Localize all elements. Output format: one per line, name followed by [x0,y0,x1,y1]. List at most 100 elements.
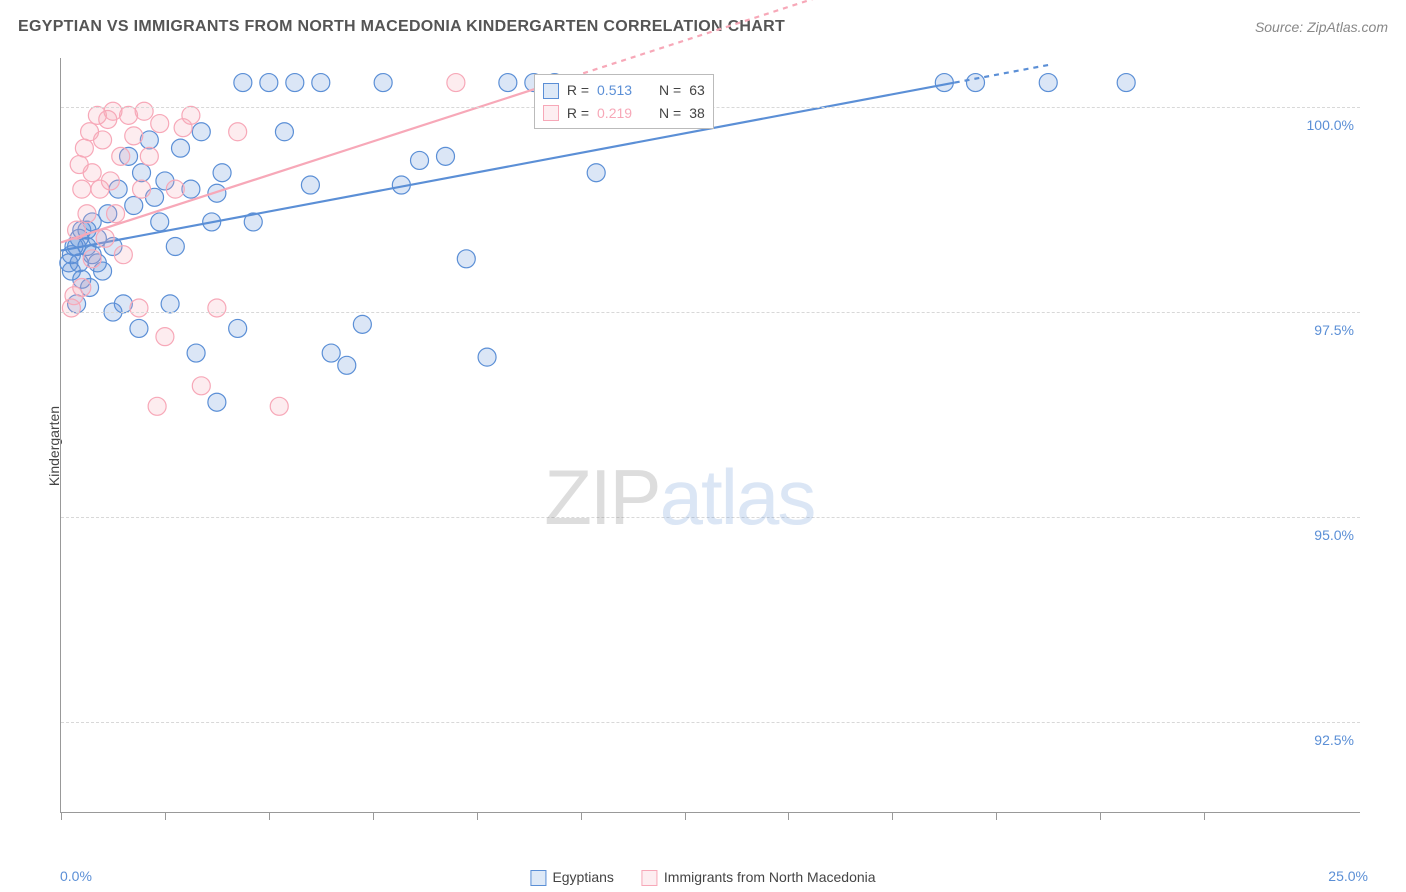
data-point-north_macedonia [96,229,114,247]
chart-header: EGYPTIAN VS IMMIGRANTS FROM NORTH MACEDO… [18,18,1388,36]
x-tick [581,812,582,820]
x-tick [1100,812,1101,820]
data-point-egyptians [966,74,984,92]
data-point-north_macedonia [83,250,101,268]
correlation-row-north_macedonia: R =0.219N =38 [543,102,705,124]
data-point-egyptians [338,356,356,374]
data-point-egyptians [587,164,605,182]
y-tick-label: 97.5% [1314,322,1354,338]
data-point-north_macedonia [182,106,200,124]
n-value: 63 [689,79,705,101]
data-point-egyptians [286,74,304,92]
data-point-north_macedonia [107,205,125,223]
data-point-north_macedonia [166,180,184,198]
data-point-north_macedonia [135,102,153,120]
y-tick-label: 100.0% [1307,117,1354,133]
data-point-egyptians [353,315,371,333]
trend-dash-egyptians [955,65,1049,83]
data-point-north_macedonia [140,147,158,165]
x-axis-max-label: 25.0% [1328,868,1368,884]
data-point-egyptians [213,164,231,182]
data-point-egyptians [411,151,429,169]
legend-item-egyptians: Egyptians [530,869,613,886]
data-point-egyptians [229,319,247,337]
data-point-north_macedonia [208,299,226,317]
data-point-egyptians [234,74,252,92]
r-value: 0.513 [597,79,645,101]
trend-dash-north_macedonia [555,0,1153,83]
x-tick [373,812,374,820]
x-tick [996,812,997,820]
x-tick [477,812,478,820]
x-tick [892,812,893,820]
data-point-north_macedonia [151,115,169,133]
r-label: R = [567,102,589,124]
data-point-north_macedonia [112,147,130,165]
n-label: N = [659,79,681,101]
data-point-north_macedonia [447,74,465,92]
data-point-egyptians [1117,74,1135,92]
legend-swatch [530,870,546,886]
data-point-north_macedonia [148,397,166,415]
data-point-north_macedonia [73,180,91,198]
x-tick [788,812,789,820]
data-point-egyptians [161,295,179,313]
data-point-egyptians [172,139,190,157]
data-point-north_macedonia [73,278,91,296]
legend-swatch [543,83,559,99]
y-tick-label: 92.5% [1314,732,1354,748]
correlation-row-egyptians: R = 0.513 N = 63 [543,79,705,101]
data-point-egyptians [187,344,205,362]
gridline [61,517,1360,518]
x-tick [1204,812,1205,820]
legend-swatch [543,105,559,121]
data-point-egyptians [301,176,319,194]
data-point-egyptians [260,74,278,92]
data-point-egyptians [1039,74,1057,92]
data-point-egyptians [192,123,210,141]
data-point-north_macedonia [156,328,174,346]
data-point-north_macedonia [270,397,288,415]
plot-area: 100.0%97.5%95.0%92.5%ZIPatlasR =0.513N =… [60,58,1360,813]
data-point-egyptians [437,147,455,165]
r-label: R = [567,79,589,101]
data-point-egyptians [208,393,226,411]
data-point-north_macedonia [75,139,93,157]
data-point-egyptians [457,250,475,268]
n-label: N = [659,102,681,124]
data-point-egyptians [125,197,143,215]
data-point-north_macedonia [101,172,119,190]
r-value: 0.219 [597,102,645,124]
gridline [61,312,1360,313]
data-point-north_macedonia [130,299,148,317]
data-point-north_macedonia [133,180,151,198]
data-point-north_macedonia [94,131,112,149]
data-point-egyptians [312,74,330,92]
x-axis-min-label: 0.0% [60,868,92,884]
data-point-egyptians [322,344,340,362]
data-point-egyptians [499,74,517,92]
gridline [61,722,1360,723]
data-point-egyptians [275,123,293,141]
data-point-egyptians [151,213,169,231]
x-tick [269,812,270,820]
chart-source: Source: ZipAtlas.com [1255,19,1388,35]
chart-title: EGYPTIAN VS IMMIGRANTS FROM NORTH MACEDO… [18,18,785,36]
data-point-north_macedonia [229,123,247,141]
data-point-north_macedonia [125,127,143,145]
x-tick [165,812,166,820]
data-point-north_macedonia [83,164,101,182]
y-tick-label: 95.0% [1314,527,1354,543]
data-point-egyptians [374,74,392,92]
data-point-egyptians [478,348,496,366]
data-point-egyptians [133,164,151,182]
x-tick [685,812,686,820]
data-point-north_macedonia [114,246,132,264]
chart-svg [61,58,1360,812]
legend-swatch [642,870,658,886]
data-point-north_macedonia [78,205,96,223]
x-tick [61,812,62,820]
correlation-legend: R =0.513N =63R =0.219N =38 [534,74,714,129]
legend-item-north_macedonia: Immigrants from North Macedonia [642,869,876,886]
legend-bottom: Egyptians Immigrants from North Macedonia [530,869,875,886]
